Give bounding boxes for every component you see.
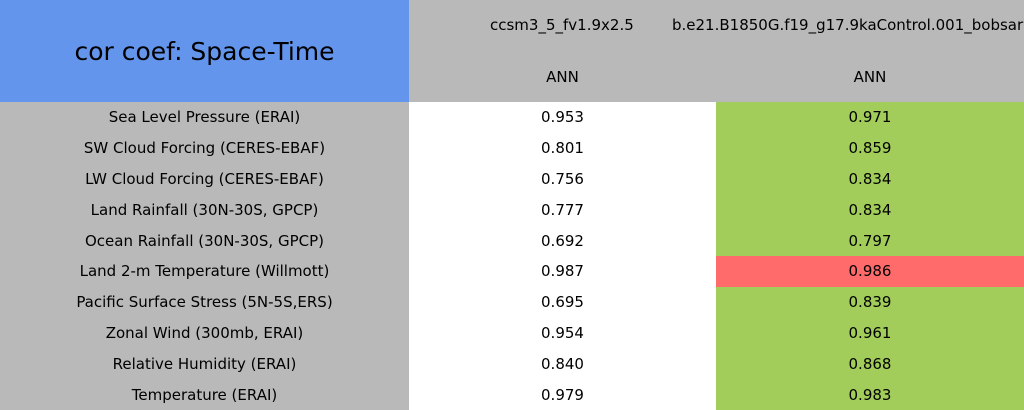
column-name: b.e21.B1850G.f19_g17.9kaControl.001_bobs… — [672, 16, 1024, 34]
value-cell: 0.756 — [409, 163, 717, 196]
column-header — [716, 0, 1024, 52]
value-cell: 0.979 — [409, 379, 717, 410]
value-cell: 0.971 — [716, 102, 1024, 134]
column-name: ccsm3_5_fv1.9x2.5 — [490, 16, 634, 34]
season-header: ANN — [409, 51, 717, 103]
value-cell: 0.801 — [409, 132, 717, 165]
value-cell: 0.954 — [409, 317, 717, 350]
row-label: Relative Humidity (ERAI) — [0, 348, 410, 381]
value-cell: 0.797 — [716, 225, 1024, 257]
title-cell: cor coef: Space-Time — [0, 0, 410, 103]
value-cell: 0.692 — [409, 225, 717, 257]
value-cell: 0.987 — [409, 256, 717, 288]
row-label: Temperature (ERAI) — [0, 379, 410, 410]
value-cell: 0.840 — [409, 348, 717, 381]
value-cell: 0.961 — [716, 317, 1024, 350]
row-label: Pacific Surface Stress (5N-5S,ERS) — [0, 286, 410, 319]
row-label: Zonal Wind (300mb, ERAI) — [0, 317, 410, 350]
value-cell: 0.695 — [409, 286, 717, 319]
value-cell: 0.953 — [409, 102, 717, 134]
value-cell: 0.834 — [716, 194, 1024, 227]
column-header — [409, 0, 717, 52]
value-cell: 0.834 — [716, 163, 1024, 196]
row-label: Sea Level Pressure (ERAI) — [0, 102, 410, 134]
row-label: Land Rainfall (30N-30S, GPCP) — [0, 194, 410, 227]
value-cell: 0.868 — [716, 348, 1024, 381]
value-cell: 0.983 — [716, 379, 1024, 410]
row-label: LW Cloud Forcing (CERES-EBAF) — [0, 163, 410, 196]
value-cell: 0.839 — [716, 286, 1024, 319]
value-cell: 0.777 — [409, 194, 717, 227]
row-label: Land 2-m Temperature (Willmott) — [0, 256, 410, 288]
row-label: Ocean Rainfall (30N-30S, GPCP) — [0, 225, 410, 257]
value-cell: 0.859 — [716, 132, 1024, 165]
value-cell: 0.986 — [716, 256, 1024, 288]
row-label: SW Cloud Forcing (CERES-EBAF) — [0, 132, 410, 165]
season-header: ANN — [716, 51, 1024, 103]
